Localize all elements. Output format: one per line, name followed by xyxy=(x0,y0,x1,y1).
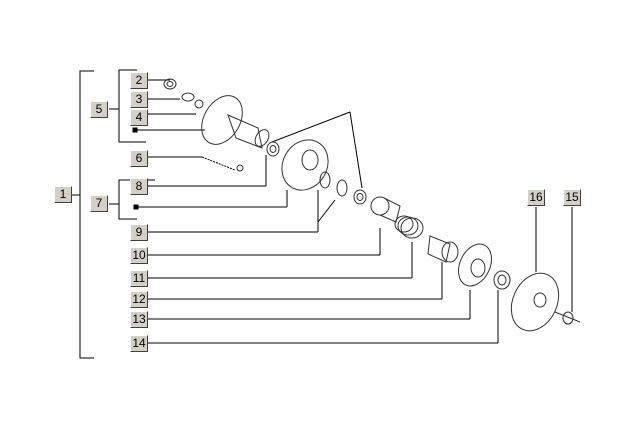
callout-4[interactable]: 4 xyxy=(130,109,148,126)
callout-6[interactable]: 6 xyxy=(130,150,148,167)
callout-2[interactable]: 2 xyxy=(130,72,148,89)
callout-9[interactable]: 9 xyxy=(130,224,148,241)
callout-5[interactable]: 5 xyxy=(90,101,108,118)
callout-12[interactable]: 12 xyxy=(130,291,148,308)
bracket-group-1 xyxy=(72,70,94,359)
callout-14[interactable]: 14 xyxy=(130,335,148,352)
callout-16[interactable]: 16 xyxy=(527,189,545,206)
callout-7[interactable]: 7 xyxy=(90,195,108,212)
callout-8[interactable]: 8 xyxy=(130,178,148,195)
callout-11[interactable]: 11 xyxy=(130,270,148,287)
callout-1[interactable]: 1 xyxy=(54,186,72,203)
leader-lines xyxy=(132,79,573,344)
parts xyxy=(163,78,581,332)
callout-3[interactable]: 3 xyxy=(130,91,148,108)
bracket-group-5 xyxy=(109,69,146,143)
callout-10[interactable]: 10 xyxy=(130,247,148,264)
callout-15[interactable]: 15 xyxy=(563,189,581,206)
callout-13[interactable]: 13 xyxy=(130,311,148,328)
